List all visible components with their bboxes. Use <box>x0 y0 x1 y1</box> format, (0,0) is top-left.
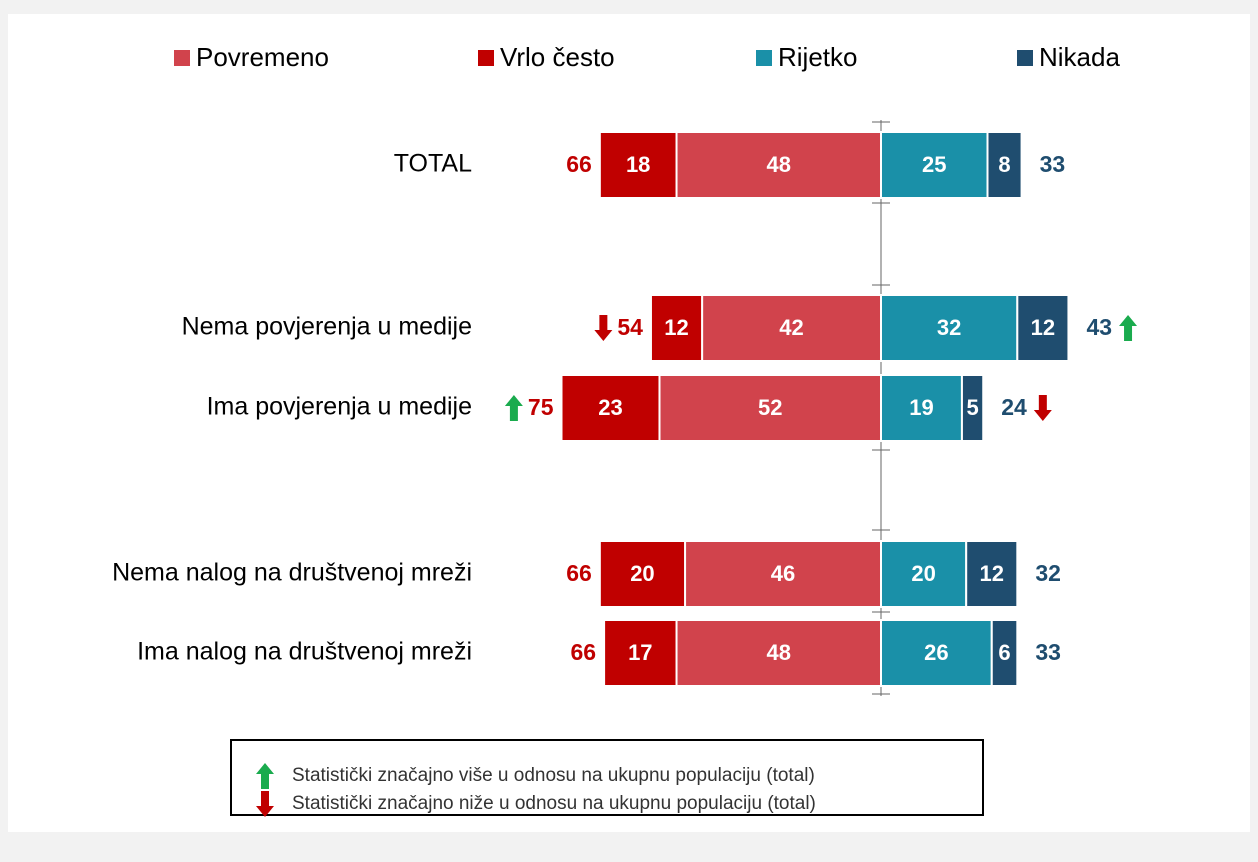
bar-value-label: 26 <box>924 640 948 665</box>
bar-value-label: 6 <box>998 640 1010 665</box>
note-text: Statistički značajno niže u odnosu na uk… <box>292 793 816 814</box>
bar-segment <box>880 294 1019 362</box>
bar-value-label: 20 <box>630 561 654 586</box>
significance-arrow <box>1033 395 1052 421</box>
bar-value-label: 52 <box>758 395 782 420</box>
right-total-label: 33 <box>1035 639 1061 665</box>
legend-swatch <box>478 50 494 66</box>
right-total-label: 32 <box>1035 560 1061 586</box>
bar-segment <box>880 619 993 687</box>
bar-segment <box>560 374 661 442</box>
legend-swatch <box>756 50 772 66</box>
left-total-label: 66 <box>566 151 592 177</box>
bar-value-label: 42 <box>779 315 803 340</box>
bar-value-label: 12 <box>980 561 1004 586</box>
note-box <box>230 739 984 816</box>
note-arrow <box>256 791 274 817</box>
right-total-label: 33 <box>1040 151 1066 177</box>
bar-segment <box>986 131 1023 199</box>
bar-value-label: 12 <box>664 315 688 340</box>
bar-segment <box>990 619 1019 687</box>
note-text: Statistički značajno više u odnosu na uk… <box>292 765 815 786</box>
bar-segment <box>960 374 985 442</box>
bar-value-label: 8 <box>998 152 1010 177</box>
bar-segment <box>675 131 883 199</box>
bar-value-label: 48 <box>767 640 791 665</box>
bar-value-label: 25 <box>922 152 946 177</box>
bar-segment <box>658 374 882 442</box>
right-total-label: 24 <box>1001 394 1027 420</box>
left-total-label: 75 <box>528 394 554 420</box>
bar-value-label: 32 <box>937 315 961 340</box>
legend-label: Rijetko <box>778 42 857 72</box>
left-total-label: 66 <box>571 639 597 665</box>
category-label: Nema povjerenja u medije <box>182 313 472 341</box>
bar-value-label: 48 <box>767 152 791 177</box>
bar-segment <box>649 294 704 362</box>
note-arrow <box>256 763 274 789</box>
bar-segment <box>1016 294 1070 362</box>
category-label: Ima nalog na društvenoj mreži <box>137 638 472 666</box>
category-label: Ima povjerenja u medije <box>207 393 472 421</box>
bar-segment <box>603 619 678 687</box>
bar-value-label: 18 <box>626 152 650 177</box>
legend-label: Nikada <box>1039 42 1120 72</box>
significance-arrow <box>504 395 523 421</box>
legend-label: Vrlo često <box>500 42 615 72</box>
category-label: Nema nalog na društvenoj mreži <box>112 559 472 587</box>
bar-segment <box>598 131 678 199</box>
bar-segment <box>965 540 1019 608</box>
bar-value-label: 19 <box>909 395 933 420</box>
bar-segment <box>701 294 883 362</box>
bar-value-label: 5 <box>966 395 978 420</box>
legend-label: Povremeno <box>196 42 329 72</box>
category-label: TOTAL <box>394 150 472 178</box>
bar-value-label: 17 <box>628 640 652 665</box>
left-total-label: 66 <box>566 560 592 586</box>
significance-arrow <box>594 315 613 341</box>
bar-value-label: 46 <box>771 561 795 586</box>
left-total-label: 54 <box>617 314 643 340</box>
bar-value-label: 12 <box>1031 315 1055 340</box>
legend-swatch <box>1017 50 1033 66</box>
legend-swatch <box>174 50 190 66</box>
bar-value-label: 20 <box>911 561 935 586</box>
bar-segment <box>598 540 687 608</box>
bar-value-label: 23 <box>598 395 622 420</box>
significance-arrow <box>1119 315 1138 341</box>
right-total-label: 43 <box>1086 314 1112 340</box>
